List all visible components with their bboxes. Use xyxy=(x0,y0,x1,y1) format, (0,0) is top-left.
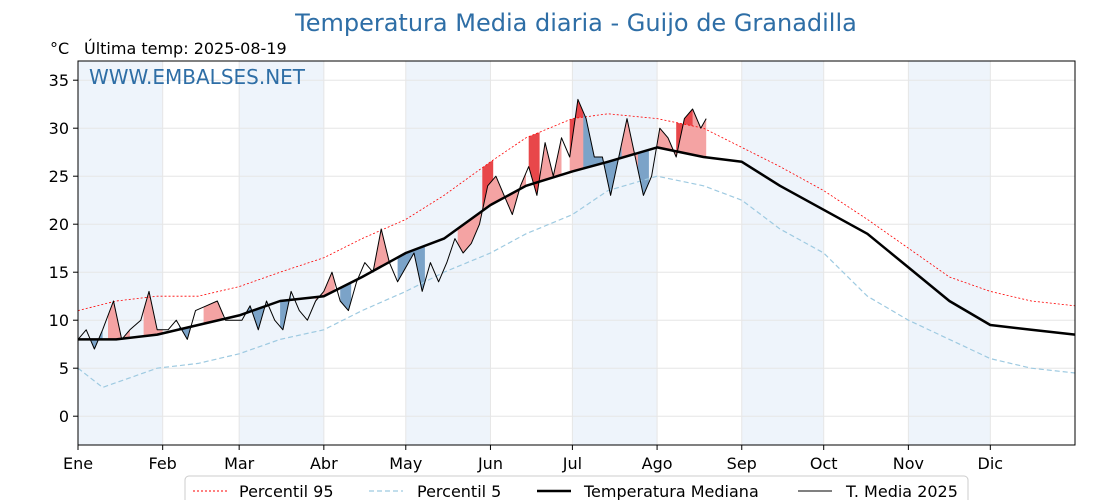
chart-title: Temperatura Media diaria - Guijo de Gran… xyxy=(294,9,857,37)
x-tick-label: Feb xyxy=(149,454,177,473)
series-lines xyxy=(77,98,1076,388)
series-line-median xyxy=(78,146,1076,341)
fill-above-median xyxy=(143,291,163,337)
legend-label-median: Temperatura Mediana xyxy=(583,482,759,500)
fill-above-median xyxy=(621,118,641,183)
fill-above-p95 xyxy=(676,109,693,157)
fill-above-median xyxy=(108,301,130,340)
series-line-current xyxy=(77,98,707,350)
series-line-p95 xyxy=(77,113,1076,311)
y-unit-label: °C xyxy=(50,39,69,58)
x-tick-label: Oct xyxy=(810,454,838,473)
y-tick-label: 10 xyxy=(49,311,69,330)
fill-below-median xyxy=(397,245,425,292)
x-tick-label: Jul xyxy=(562,454,582,473)
month-shade xyxy=(239,61,324,445)
x-tick-label: Abr xyxy=(310,454,338,473)
y-tick-label: 30 xyxy=(49,119,69,138)
y-tick-label: 20 xyxy=(49,215,69,234)
y-tick-label: 0 xyxy=(59,407,69,426)
plot-frame xyxy=(77,60,1076,446)
legend-box xyxy=(184,475,969,500)
x-axis: Ene Feb Mar Abr May Jun Jul Ago Sep Oct Nov Dic xyxy=(63,445,1003,473)
y-tick-label: 35 xyxy=(49,71,69,90)
fill-above-median xyxy=(457,173,526,253)
x-tick-label: Nov xyxy=(893,454,924,473)
fill-above-median xyxy=(203,301,223,324)
legend: Percentil 95 Percentil 5 Temperatura Med… xyxy=(184,475,969,500)
x-tick-label: Jun xyxy=(477,454,503,473)
x-tick-label: Sep xyxy=(727,454,757,473)
month-shade xyxy=(908,61,991,445)
legend-label-p5: Percentil 5 xyxy=(417,482,501,500)
fill-below-median xyxy=(638,149,649,196)
watermark: WWW.EMBALSES.NET xyxy=(89,65,306,89)
y-tick-label: 25 xyxy=(49,167,69,186)
x-tick-label: Mar xyxy=(224,454,255,473)
x-tick-label: May xyxy=(389,454,422,473)
fill-above-median xyxy=(315,272,335,301)
x-tick-label: Ene xyxy=(63,454,93,473)
y-tick-label: 5 xyxy=(59,359,69,378)
x-tick-label: Ago xyxy=(642,454,673,473)
fill-above-p95 xyxy=(528,132,540,196)
month-shade xyxy=(78,61,163,445)
legend-label-p95: Percentil 95 xyxy=(239,482,334,500)
month-shading xyxy=(78,61,991,445)
y-axis: 0 5 10 15 20 25 30 35 xyxy=(49,71,78,426)
series-line-p5 xyxy=(77,175,1076,388)
last-temp-label: Última temp: 2025-08-19 xyxy=(84,39,287,58)
legend-label-current: T. Media 2025 xyxy=(845,482,958,500)
x-tick-label: Dic xyxy=(978,454,1004,473)
month-shade xyxy=(741,61,824,445)
fill-below-median xyxy=(583,112,622,196)
y-tick-label: 15 xyxy=(49,263,69,282)
fill-above-p95 xyxy=(569,99,587,157)
